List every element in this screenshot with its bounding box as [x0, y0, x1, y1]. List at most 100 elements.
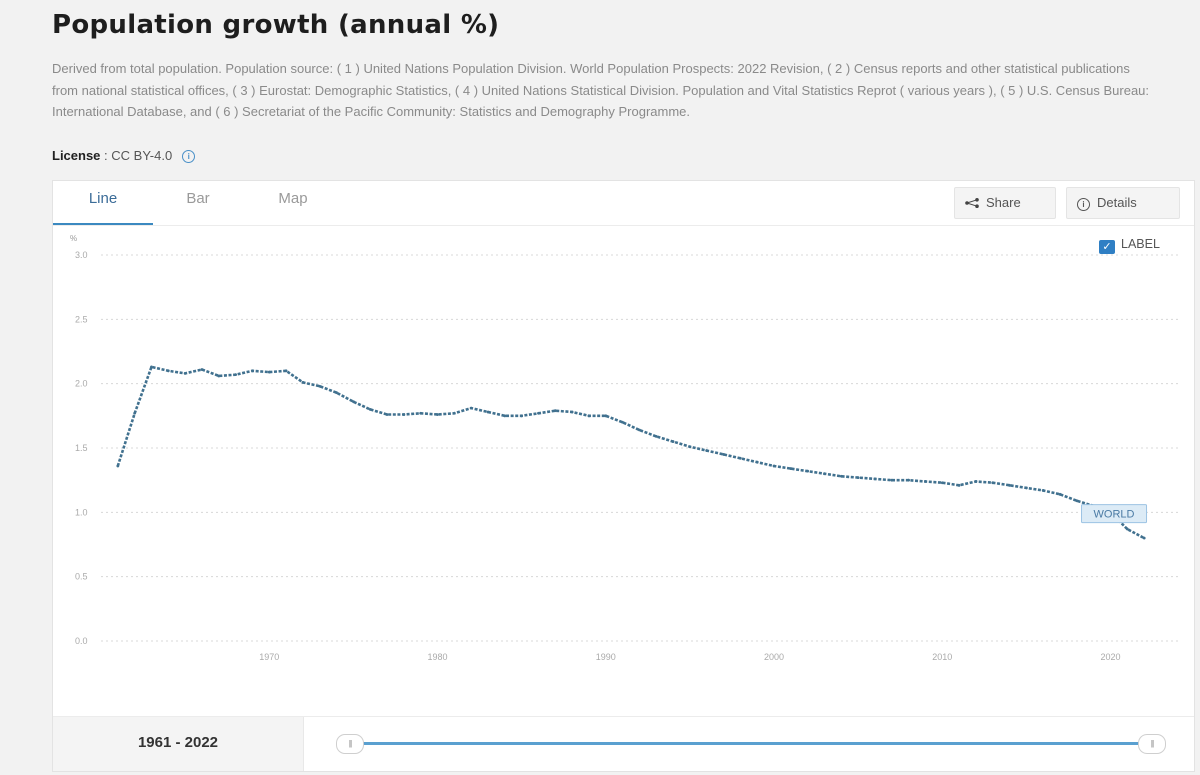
data-point — [553, 409, 557, 413]
tab-map[interactable]: Map — [278, 190, 308, 207]
range-footer: 1961 - 2022 ||| ||| — [53, 716, 1194, 771]
y-tick-label: 0.5 — [75, 572, 88, 582]
license-value: : CC BY-4.0 — [100, 148, 173, 163]
data-point — [385, 413, 389, 416]
data-point — [890, 478, 894, 482]
data-point — [991, 481, 995, 485]
range-slider-end-handle[interactable]: ||| — [1138, 734, 1166, 754]
data-point — [301, 380, 305, 384]
data-point — [671, 440, 675, 443]
data-point — [738, 456, 742, 460]
page-title: Population growth (annual %) — [52, 10, 500, 40]
data-point — [116, 464, 120, 468]
data-point — [638, 428, 641, 432]
data-point — [200, 368, 204, 371]
data-point — [368, 408, 372, 411]
checkbox-checked-icon[interactable]: ✓ — [1099, 240, 1115, 254]
data-point — [503, 414, 507, 418]
details-button[interactable]: i Details — [1066, 187, 1180, 219]
source-note: Derived from total population. Populatio… — [52, 61, 1150, 119]
license-line: License : CC BY-4.0 i — [52, 148, 196, 163]
data-point — [705, 449, 709, 452]
data-point — [789, 467, 793, 470]
data-point — [1041, 489, 1045, 492]
data-point — [183, 371, 187, 375]
chart-card: Line Bar Map Share i Details ✓ LABEL % 0.0 0… — [52, 180, 1195, 772]
tab-bar[interactable]: Bar — [186, 190, 210, 207]
data-point — [419, 411, 423, 415]
data-point — [570, 410, 574, 414]
label-toggle[interactable]: ✓ LABEL — [1099, 237, 1160, 254]
data-point — [436, 413, 439, 416]
y-axis-unit-label: % — [70, 234, 77, 243]
range-label: 1961 - 2022 — [53, 717, 304, 771]
share-icon — [965, 198, 979, 208]
data-point — [772, 464, 776, 468]
data-point — [284, 369, 288, 373]
x-tick-label: 1970 — [259, 652, 279, 662]
data-point — [217, 374, 221, 378]
data-point — [150, 365, 153, 369]
data-point — [1008, 483, 1011, 487]
data-point — [1075, 499, 1079, 503]
x-tick-label: 1980 — [427, 652, 447, 662]
data-point — [873, 477, 877, 481]
data-point — [267, 370, 271, 374]
data-point — [166, 369, 170, 373]
y-tick-label: 1.5 — [75, 443, 88, 453]
data-point — [469, 406, 473, 410]
y-tick-label: 0.0 — [75, 636, 88, 646]
data-point — [351, 400, 355, 404]
series-end-label: WORLD — [1094, 509, 1135, 521]
data-point — [907, 478, 911, 482]
tab-line[interactable]: Line — [53, 181, 153, 225]
data-point — [318, 384, 322, 388]
data-point — [974, 480, 978, 483]
data-point — [604, 414, 608, 418]
data-point — [402, 413, 406, 416]
range-slider-track[interactable] — [353, 742, 1153, 745]
data-point — [621, 420, 624, 424]
x-tick-label: 1990 — [596, 652, 616, 662]
data-point — [486, 410, 490, 414]
range-slider-start-handle[interactable]: ||| — [336, 734, 364, 754]
series-line-world — [116, 365, 1145, 540]
y-tick-label: 1.0 — [75, 507, 88, 517]
info-icon[interactable]: i — [182, 150, 196, 163]
x-tick-label: 2000 — [764, 652, 784, 662]
x-tick-label: 2020 — [1101, 652, 1121, 662]
data-point — [1142, 536, 1146, 540]
data-point — [856, 476, 860, 479]
data-point — [823, 472, 826, 476]
data-point — [839, 474, 843, 478]
line-chart: % 0.0 0.5 1.0 1.5 2.0 2.5 3.0 1970 1980 1990 2000 20… — [70, 234, 1181, 662]
data-point — [133, 411, 137, 415]
data-point — [1024, 486, 1028, 490]
data-point — [537, 411, 540, 415]
data-point — [688, 445, 692, 449]
label-toggle-text: LABEL — [1121, 237, 1160, 251]
data-point — [1058, 492, 1062, 496]
x-tick-label: 2010 — [932, 652, 952, 662]
data-point — [755, 460, 759, 464]
data-point — [806, 469, 810, 473]
share-label: Share — [986, 195, 1021, 210]
data-point — [520, 414, 524, 418]
chart-tabs: Line Bar Map Share i Details — [53, 181, 1194, 226]
data-point — [722, 453, 725, 456]
data-point — [587, 414, 591, 418]
data-point — [957, 483, 961, 487]
share-button[interactable]: Share — [954, 187, 1056, 219]
data-point — [234, 373, 238, 377]
y-tick-label: 2.0 — [75, 379, 88, 389]
data-point — [654, 435, 658, 438]
series-end-label-box — [1081, 504, 1148, 524]
data-point — [452, 411, 456, 415]
data-point — [251, 369, 254, 373]
info-circle-icon: i — [1077, 198, 1090, 211]
data-point — [335, 391, 338, 395]
y-tick-label: 2.5 — [75, 314, 88, 324]
y-tick-label: 3.0 — [75, 250, 88, 260]
details-label: Details — [1097, 195, 1137, 210]
license-label: License — [52, 148, 101, 163]
